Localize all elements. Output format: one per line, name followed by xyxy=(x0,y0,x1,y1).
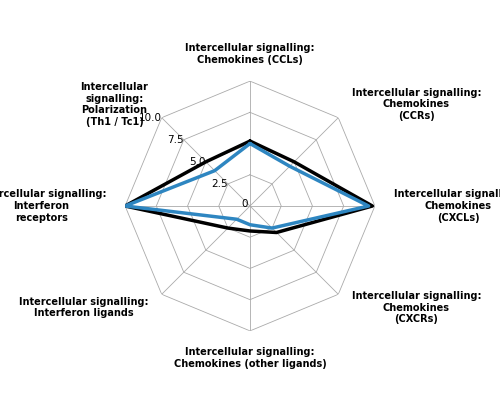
Text: Intercellular signalling:
Chemokines
(CXCLs): Intercellular signalling: Chemokines (CX… xyxy=(394,190,500,222)
Text: Intercellular signalling:
Chemokines
(CXCRs): Intercellular signalling: Chemokines (CX… xyxy=(352,291,481,324)
Text: Intercellular signalling:
Interferon
receptors: Intercellular signalling: Interferon rec… xyxy=(0,190,106,222)
Text: Intercellular signalling:
Chemokines (other ligands): Intercellular signalling: Chemokines (ot… xyxy=(174,347,326,369)
Text: 7.5: 7.5 xyxy=(167,135,184,145)
Text: Intercellular signalling:
Interferon ligands: Intercellular signalling: Interferon lig… xyxy=(19,297,148,318)
Text: 2.5: 2.5 xyxy=(212,179,228,189)
Text: 5.0: 5.0 xyxy=(190,157,206,167)
Text: Intercellular
signalling:
Polarization
(Th1 / Tc1): Intercellular signalling: Polarization (… xyxy=(80,82,148,127)
Text: 10.0: 10.0 xyxy=(138,113,162,123)
Text: Intercellular signalling:
Chemokines (CCLs): Intercellular signalling: Chemokines (CC… xyxy=(185,43,315,65)
Text: 0: 0 xyxy=(242,199,248,209)
Text: Intercellular signalling:
Chemokines
(CCRs): Intercellular signalling: Chemokines (CC… xyxy=(352,88,481,121)
